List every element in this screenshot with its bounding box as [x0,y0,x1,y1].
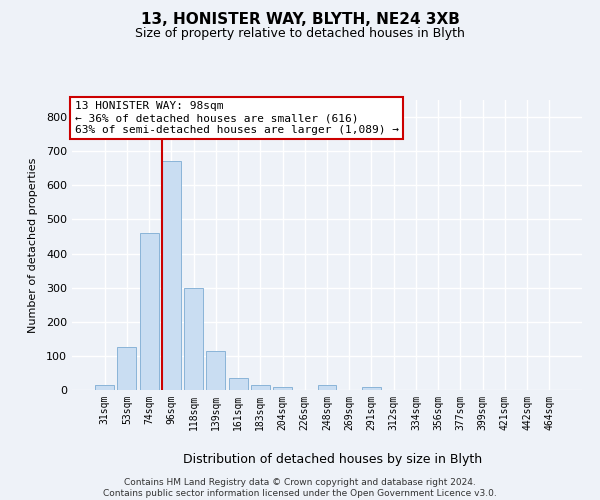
Bar [317,385,337,390]
Bar [95,385,114,390]
Bar [118,348,136,390]
Bar [362,388,381,390]
Bar [162,162,181,390]
Text: 13, HONISTER WAY, BLYTH, NE24 3XB: 13, HONISTER WAY, BLYTH, NE24 3XB [140,12,460,28]
Text: Size of property relative to detached houses in Blyth: Size of property relative to detached ho… [135,28,465,40]
Bar [206,351,225,390]
Bar [184,288,203,390]
Text: 13 HONISTER WAY: 98sqm
← 36% of detached houses are smaller (616)
63% of semi-de: 13 HONISTER WAY: 98sqm ← 36% of detached… [74,102,398,134]
Y-axis label: Number of detached properties: Number of detached properties [28,158,38,332]
Bar [229,378,248,390]
Bar [273,386,292,390]
Bar [140,233,158,390]
Text: Contains HM Land Registry data © Crown copyright and database right 2024.
Contai: Contains HM Land Registry data © Crown c… [103,478,497,498]
Bar [251,385,270,390]
Text: Distribution of detached houses by size in Blyth: Distribution of detached houses by size … [184,452,482,466]
